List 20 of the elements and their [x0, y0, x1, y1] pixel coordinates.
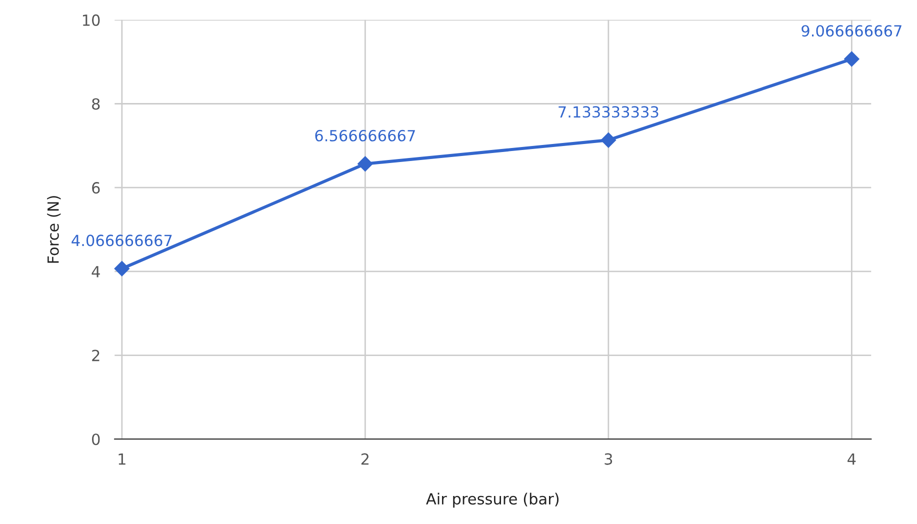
- y-tick-label: 6: [92, 182, 100, 194]
- y-tick-label: 10: [82, 14, 100, 26]
- data-label: 6.566666667: [315, 130, 415, 142]
- data-label: 7.133333333: [558, 106, 658, 118]
- y-tick-label: 8: [92, 98, 100, 110]
- point: [844, 51, 860, 67]
- y-tick-label: 0: [92, 434, 100, 446]
- y-tick-label: 2: [92, 350, 100, 362]
- y-tick-label: 4: [92, 266, 100, 278]
- x-tick-label: 3: [604, 453, 612, 465]
- data-label: 9.066666667: [802, 25, 902, 37]
- data-label: 4.066666667: [72, 234, 172, 246]
- x-tick-label: 4: [848, 453, 856, 465]
- point: [358, 156, 373, 172]
- point: [600, 132, 616, 148]
- x-axis-title: Air pressure (bar): [426, 492, 559, 508]
- point: [114, 261, 130, 276]
- y-axis-title: Force (N): [47, 196, 61, 263]
- x-tick-label: 1: [118, 453, 126, 465]
- x-tick-label: 2: [361, 453, 369, 465]
